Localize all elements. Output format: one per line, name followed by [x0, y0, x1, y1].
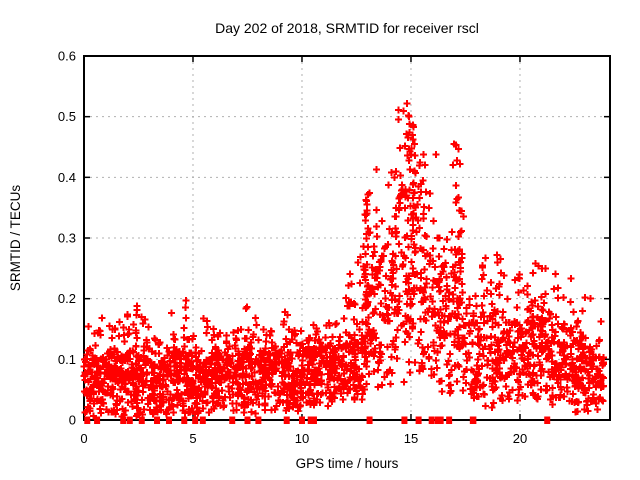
zero-value-cluster — [120, 416, 127, 424]
zero-value-cluster — [84, 416, 91, 424]
x-tick-label: 5 — [189, 431, 196, 446]
zero-value-cluster — [283, 416, 290, 424]
chart-title: Day 202 of 2018, SRMTID for receiver rsc… — [215, 20, 479, 36]
x-tick-label: 0 — [80, 431, 87, 446]
scatter-plus-markers — [80, 100, 607, 420]
zero-value-cluster — [166, 416, 173, 424]
zero-value-cluster — [366, 416, 373, 424]
zero-value-cluster — [126, 416, 133, 424]
tick-labels: 0 5 10 15 20 0 0.1 0.2 0.3 0.4 0.5 0.6 — [58, 49, 527, 447]
x-tick-label: 15 — [404, 431, 418, 446]
zero-value-cluster — [154, 416, 161, 424]
zero-value-cluster — [244, 416, 251, 424]
zero-value-cluster — [307, 416, 314, 424]
zero-value-cluster — [94, 416, 101, 424]
zero-value-cluster — [415, 416, 422, 424]
zero-value-cluster — [446, 416, 453, 424]
zero-value-cluster — [401, 416, 408, 424]
zero-value-cluster — [298, 416, 305, 424]
y-tick-label: 0.4 — [58, 170, 76, 185]
y-tick-label: 0.1 — [58, 352, 76, 367]
y-tick-label: 0.6 — [58, 49, 76, 64]
x-tick-label: 10 — [295, 431, 309, 446]
zero-value-cluster — [428, 416, 435, 424]
x-tick-label: 20 — [513, 431, 527, 446]
zero-value-cluster — [199, 416, 206, 424]
data-points — [80, 100, 607, 424]
zero-value-cluster — [434, 416, 444, 424]
zero-value-cluster — [229, 416, 236, 424]
y-tick-label: 0 — [69, 413, 76, 428]
zero-value-cluster — [138, 416, 145, 424]
y-tick-label: 0.5 — [58, 109, 76, 124]
y-axis-label: SRMTID / TECUs — [8, 185, 23, 292]
zero-value-cluster — [181, 416, 188, 424]
axis-ticks — [83, 55, 610, 421]
y-tick-label: 0.3 — [58, 231, 76, 246]
zero-value-cluster — [469, 416, 477, 424]
x-axis-label: GPS time / hours — [296, 456, 399, 471]
zero-value-cluster — [192, 416, 199, 424]
zero-value-cluster — [255, 416, 262, 424]
y-tick-label: 0.2 — [58, 291, 76, 306]
zero-value-cluster — [544, 416, 551, 424]
zero-value-cluster — [310, 416, 317, 424]
